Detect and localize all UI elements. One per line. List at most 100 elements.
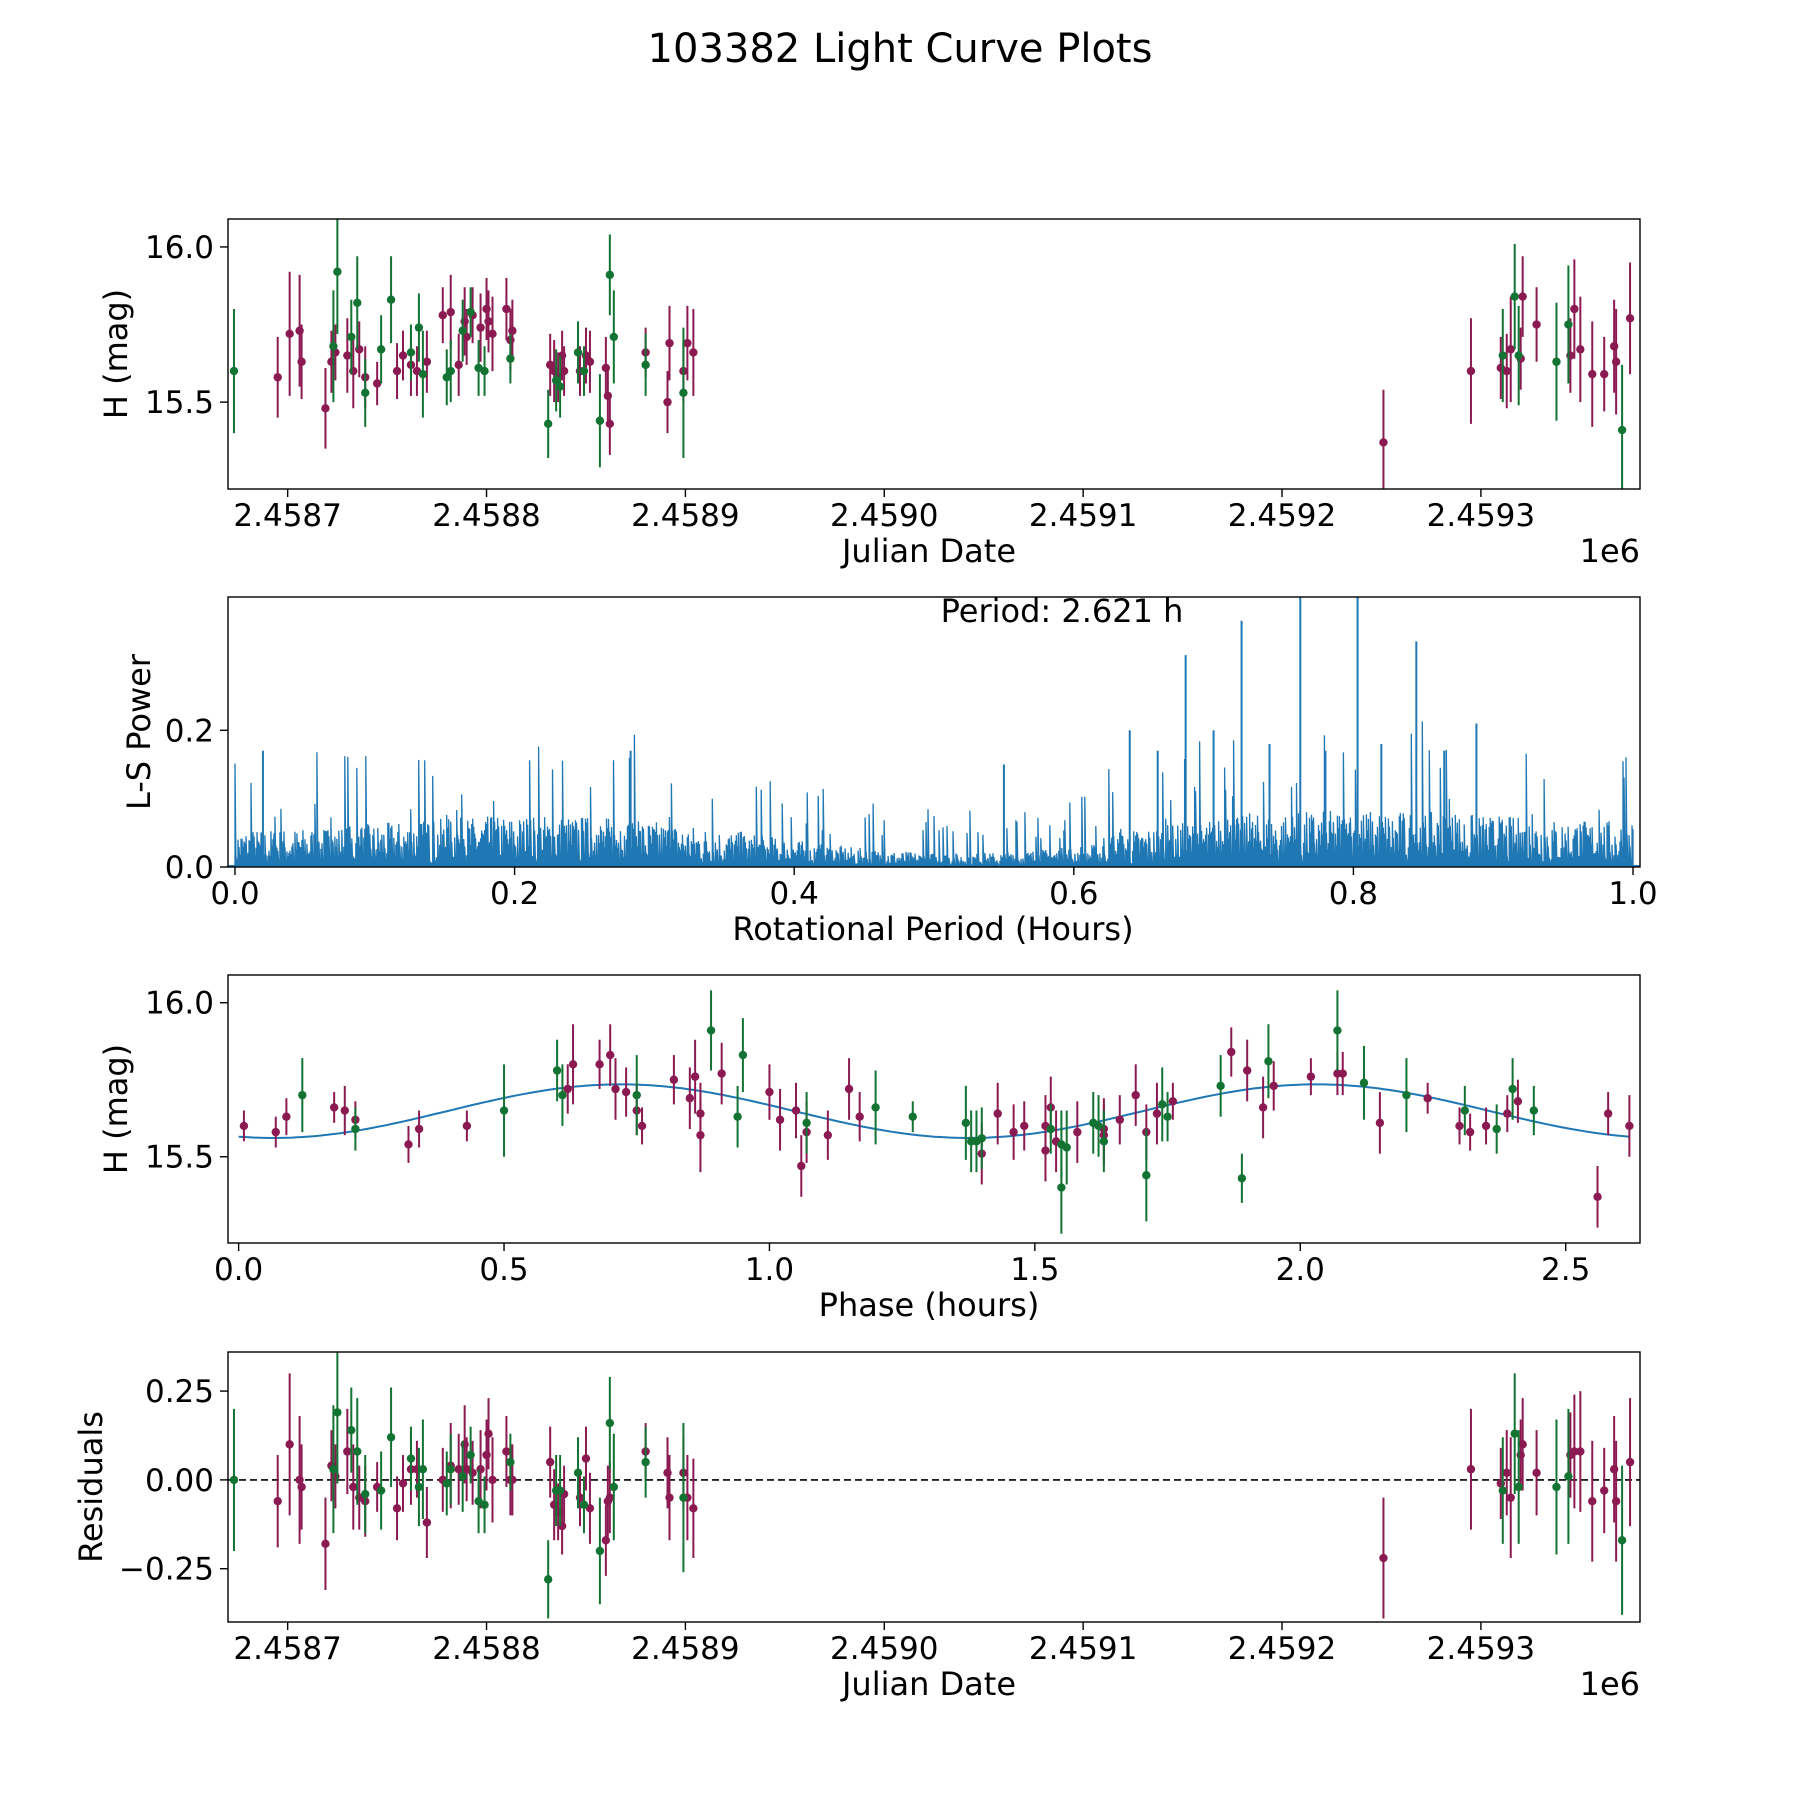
panel-periodogram: 0.0 0.2 0.4 0.6 0.8 1.0 0.0 0.2 Rotational Perio… (120, 592, 1658, 948)
data-point (353, 298, 362, 307)
data-point (343, 351, 352, 360)
y-tick-label: 0.25 (145, 1374, 214, 1410)
data-point (446, 307, 455, 317)
data-point (1020, 1121, 1029, 1131)
data-point (1514, 351, 1523, 360)
data-point (579, 1500, 589, 1509)
data-point (340, 1106, 349, 1115)
data-point (297, 1482, 306, 1492)
data-point (1518, 292, 1527, 301)
x-tick-label: 2.4588 (432, 1631, 540, 1667)
data-point (601, 1536, 611, 1545)
x-tick-label: 1.0 (745, 1252, 794, 1288)
axes-frame (227, 596, 1641, 868)
figure-title: 103382 Light Curve Plots (647, 26, 1153, 72)
data-point (1532, 1468, 1541, 1477)
data-point (462, 1121, 472, 1131)
data-point (488, 1475, 497, 1485)
data-point (1513, 1097, 1523, 1106)
data-point (568, 1060, 578, 1069)
y-tick-label: 16.0 (145, 986, 214, 1022)
data-point (347, 1425, 356, 1435)
data-point (1503, 1109, 1512, 1118)
data-point (1423, 1094, 1432, 1103)
data-point (1379, 1553, 1388, 1563)
data-point (791, 1106, 801, 1115)
data-point (404, 1140, 413, 1149)
data-point (1625, 1457, 1635, 1467)
axes-frame (227, 1351, 1641, 1623)
data-point (466, 307, 475, 317)
series-filter-a (273, 1373, 1635, 1619)
data-point (418, 369, 428, 379)
data-point (361, 388, 370, 397)
data-point (696, 1130, 705, 1140)
data-point (717, 1069, 726, 1078)
data-point (271, 1127, 280, 1137)
data-point (1046, 1124, 1055, 1134)
data-point (321, 404, 330, 413)
data-point (392, 366, 402, 376)
data-point (1009, 1127, 1018, 1137)
x-tick-label: 1.5 (1010, 1252, 1059, 1288)
data-point (961, 1118, 971, 1128)
x-tick-label: 0.5 (479, 1252, 528, 1288)
data-point (558, 1090, 567, 1100)
data-point (376, 1486, 386, 1495)
data-point (545, 360, 555, 370)
plot-area-phased (238, 990, 1634, 1234)
series-filter-b (298, 990, 1539, 1234)
data-point (543, 1575, 553, 1584)
data-point (545, 1457, 555, 1467)
data-point (442, 1479, 451, 1488)
x-axis-label: Rotational Period (Hours) (732, 910, 1133, 948)
data-point (1600, 1486, 1609, 1495)
data-point (663, 397, 672, 407)
x-tick-label: 2.4587 (233, 1631, 341, 1667)
x-offset-text: 1e6 (1580, 532, 1640, 570)
spectrum-noise (234, 721, 1634, 867)
data-point (446, 366, 455, 376)
data-point (609, 1482, 619, 1492)
data-point (1158, 1100, 1167, 1109)
plot-area-residuals (228, 1352, 1640, 1619)
data-point (1455, 1121, 1464, 1131)
x-tick-label: 2.4589 (631, 498, 739, 534)
data-point (665, 338, 674, 348)
data-point (1532, 320, 1541, 329)
series-filter-a (239, 1024, 1634, 1228)
data-point (1570, 1447, 1579, 1456)
data-point (605, 270, 615, 280)
y-tick-label: 15.5 (145, 1140, 214, 1176)
data-point (844, 1084, 854, 1094)
data-point (372, 379, 382, 388)
data-point (502, 1447, 511, 1456)
data-point (229, 366, 239, 376)
data-point (585, 357, 595, 366)
data-point (552, 1066, 562, 1075)
data-point (555, 382, 565, 391)
y-tick-label: −0.25 (119, 1552, 214, 1588)
data-point (551, 376, 561, 385)
data-point (414, 323, 424, 332)
data-point (1227, 1047, 1236, 1057)
x-tick-label: 2.4590 (830, 1631, 938, 1667)
data-point (679, 388, 688, 397)
data-point (347, 332, 356, 342)
data-point (1510, 1429, 1519, 1438)
data-point (1510, 292, 1519, 301)
data-point (1333, 1026, 1342, 1035)
x-tick-label: 2.4593 (1427, 1631, 1535, 1667)
y-axis-label: L-S Power (120, 653, 158, 810)
axes-frame (227, 974, 1641, 1244)
data-point (484, 317, 493, 326)
data-point (239, 1121, 249, 1131)
data-point (632, 1090, 641, 1100)
data-point (406, 348, 416, 357)
data-point (1611, 1497, 1621, 1506)
panel-phased: 0.0 0.5 1.0 1.5 2.0 2.5 15.5 16.0 Phase (hours) H… (97, 974, 1641, 1324)
data-point (669, 1075, 679, 1084)
data-point (1552, 1482, 1561, 1492)
data-point (1593, 1192, 1602, 1201)
